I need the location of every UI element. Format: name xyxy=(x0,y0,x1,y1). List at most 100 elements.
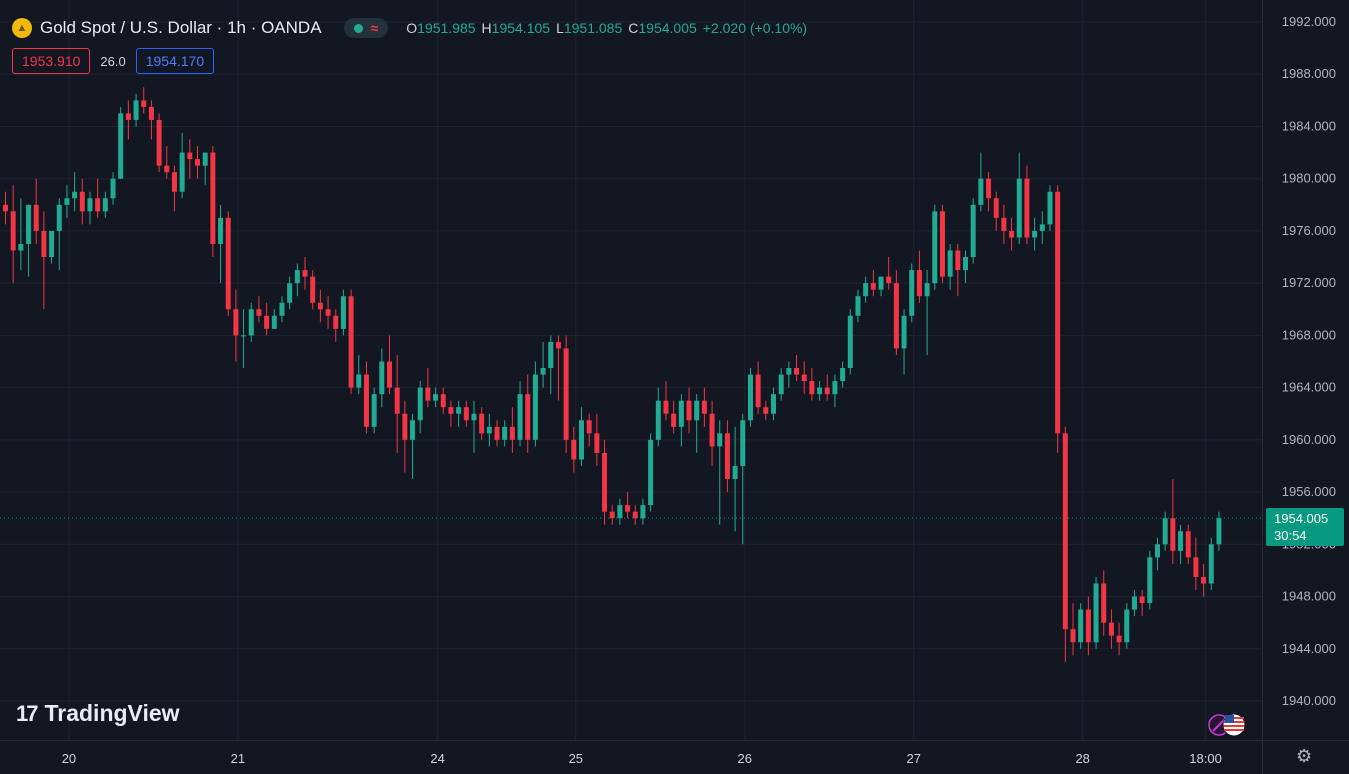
settings-icon[interactable]: ⚙ xyxy=(1296,746,1313,766)
candle[interactable] xyxy=(241,309,247,369)
market-status-pill[interactable]: ≈ xyxy=(343,18,389,38)
candle[interactable] xyxy=(164,146,170,179)
candle[interactable] xyxy=(617,498,623,525)
candle[interactable] xyxy=(632,505,638,525)
candle[interactable] xyxy=(1178,524,1184,564)
candle[interactable] xyxy=(41,211,47,310)
candle[interactable] xyxy=(471,400,477,453)
candle[interactable] xyxy=(294,263,300,297)
candle[interactable] xyxy=(463,400,469,427)
candle[interactable] xyxy=(56,198,62,271)
candle[interactable] xyxy=(1139,590,1145,617)
candle[interactable] xyxy=(540,341,546,388)
candle[interactable] xyxy=(509,407,515,453)
candle[interactable] xyxy=(1093,576,1099,649)
candle[interactable] xyxy=(701,387,707,427)
candle[interactable] xyxy=(694,394,700,453)
candle[interactable] xyxy=(363,361,369,434)
candle[interactable] xyxy=(870,270,876,297)
candle[interactable] xyxy=(402,400,408,473)
candle[interactable] xyxy=(425,368,431,408)
candle[interactable] xyxy=(847,309,853,375)
candle[interactable] xyxy=(72,172,78,212)
candle[interactable] xyxy=(986,172,992,212)
candle[interactable] xyxy=(886,257,892,290)
candle[interactable] xyxy=(340,289,346,336)
candle[interactable] xyxy=(187,139,193,179)
candle[interactable] xyxy=(579,407,584,466)
candle[interactable] xyxy=(863,276,869,303)
candle[interactable] xyxy=(740,413,746,545)
candle[interactable] xyxy=(1208,537,1214,591)
candle[interactable] xyxy=(1147,550,1153,610)
candle[interactable] xyxy=(448,400,454,427)
candle[interactable] xyxy=(978,152,984,212)
candle[interactable] xyxy=(233,289,239,362)
candle[interactable] xyxy=(202,152,208,186)
candle[interactable] xyxy=(440,387,446,414)
candle[interactable] xyxy=(794,354,800,382)
candle[interactable] xyxy=(225,211,231,316)
candle[interactable] xyxy=(532,361,538,447)
candle[interactable] xyxy=(79,178,85,225)
candle[interactable] xyxy=(1047,185,1053,231)
candle[interactable] xyxy=(1024,165,1030,244)
candle[interactable] xyxy=(410,413,416,480)
candle[interactable] xyxy=(1062,426,1068,662)
candle[interactable] xyxy=(893,270,899,355)
candle[interactable] xyxy=(1185,524,1191,564)
candle[interactable] xyxy=(333,309,339,342)
candle[interactable] xyxy=(195,146,200,179)
candle[interactable] xyxy=(840,361,846,388)
candle[interactable] xyxy=(110,172,116,205)
candle[interactable] xyxy=(502,420,508,447)
candle[interactable] xyxy=(909,263,915,323)
candle[interactable] xyxy=(310,270,316,310)
candle[interactable] xyxy=(95,178,101,218)
candle[interactable] xyxy=(755,361,761,414)
candle[interactable] xyxy=(1016,152,1022,244)
candle[interactable] xyxy=(64,185,70,218)
candle[interactable] xyxy=(924,270,930,355)
candle[interactable] xyxy=(1001,204,1007,244)
candle[interactable] xyxy=(648,433,654,512)
candle[interactable] xyxy=(709,400,715,466)
candle[interactable] xyxy=(663,381,669,421)
candle[interactable] xyxy=(302,257,308,290)
candle[interactable] xyxy=(179,132,185,199)
candle[interactable] xyxy=(256,296,262,323)
candle[interactable] xyxy=(640,498,646,525)
candle[interactable] xyxy=(33,178,39,244)
candle[interactable] xyxy=(525,374,531,453)
candle[interactable] xyxy=(279,296,285,323)
candle[interactable] xyxy=(356,354,362,395)
candle[interactable] xyxy=(563,335,569,453)
candle[interactable] xyxy=(824,374,830,401)
candle[interactable] xyxy=(1055,185,1061,453)
candle[interactable] xyxy=(717,420,723,525)
candle[interactable] xyxy=(1108,609,1114,649)
candle[interactable] xyxy=(156,113,162,173)
candle[interactable] xyxy=(1009,217,1015,251)
candle[interactable] xyxy=(456,400,462,427)
candle[interactable] xyxy=(786,361,792,388)
candle[interactable] xyxy=(1085,596,1091,656)
candle[interactable] xyxy=(379,348,385,408)
candle[interactable] xyxy=(1162,511,1168,551)
candle[interactable] xyxy=(916,250,922,303)
candle[interactable] xyxy=(1131,590,1137,617)
candle[interactable] xyxy=(348,289,354,395)
candle[interactable] xyxy=(271,309,277,329)
candle[interactable] xyxy=(732,426,738,532)
candle[interactable] xyxy=(1170,479,1176,564)
candle[interactable] xyxy=(1070,603,1076,656)
candle[interactable] xyxy=(3,191,8,225)
candle[interactable] xyxy=(555,335,561,401)
candle[interactable] xyxy=(625,492,631,519)
candle[interactable] xyxy=(1032,217,1038,251)
candle[interactable] xyxy=(1201,563,1207,597)
candle[interactable] xyxy=(1193,537,1199,591)
sell-button[interactable]: 1953.910 xyxy=(12,48,91,74)
candle[interactable] xyxy=(517,381,523,447)
candle[interactable] xyxy=(671,400,677,434)
